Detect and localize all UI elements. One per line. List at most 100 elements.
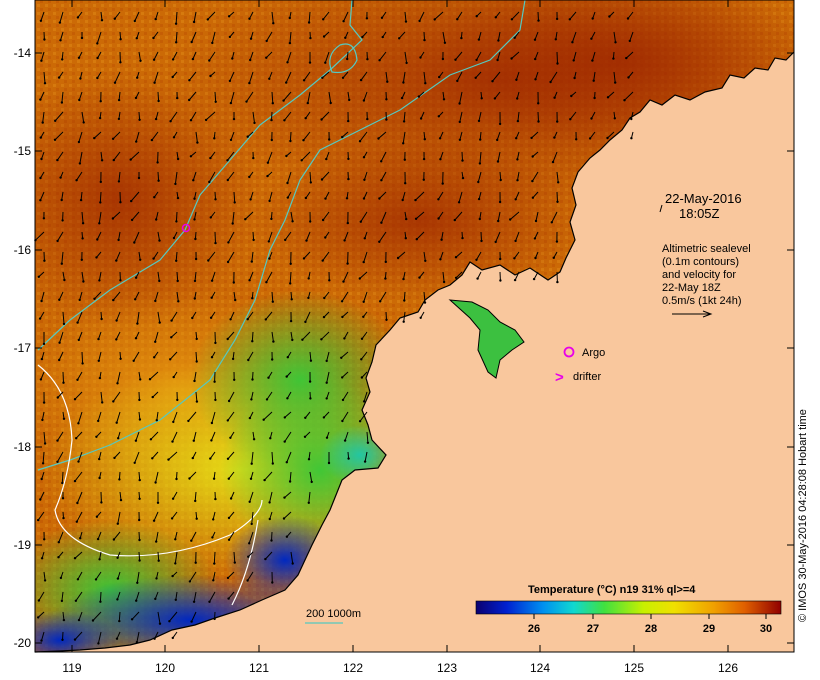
velocity-arrow [135, 131, 140, 143]
velocity-arrow [138, 51, 142, 62]
velocity-arrow [37, 511, 45, 522]
velocity-arrow [226, 171, 235, 182]
velocity-arrow [208, 591, 216, 603]
velocity-arrow [497, 31, 501, 42]
depth-legend: 200 1000m [306, 608, 361, 620]
velocity-arrow [115, 311, 121, 322]
velocity-arrow [325, 151, 330, 161]
velocity-arrow [227, 531, 235, 541]
velocity-arrow [480, 231, 483, 243]
velocity-arrow [112, 391, 121, 403]
velocity-arrow [246, 571, 254, 582]
velocity-arrow [363, 231, 368, 240]
velocity-arrow [270, 211, 273, 221]
velocity-arrow [347, 171, 350, 181]
velocity-arrow [119, 351, 122, 360]
velocity-arrow [249, 31, 254, 40]
velocity-arrow [74, 591, 83, 602]
velocity-arrow [265, 391, 273, 401]
velocity-arrow [591, 51, 596, 62]
velocity-arrow [437, 191, 444, 201]
velocity-arrow [226, 411, 235, 422]
velocity-arrow [248, 531, 254, 545]
velocity-arrow [37, 271, 45, 278]
velocity-arrow [76, 571, 83, 581]
velocity-arrow [325, 431, 330, 439]
velocity-arrow [418, 271, 425, 279]
velocity-arrow [252, 111, 256, 125]
velocity-arrow [509, 211, 520, 221]
velocity-arrow [248, 171, 254, 179]
velocity-arrow [437, 211, 444, 220]
velocity-arrow [149, 431, 159, 441]
velocity-arrow [78, 291, 83, 302]
velocity-arrow [288, 31, 292, 45]
velocity-arrow [516, 151, 520, 161]
velocity-arrow [176, 271, 179, 283]
velocity-arrow [251, 291, 254, 300]
velocity-arrow [98, 271, 102, 282]
velocity-arrow [157, 611, 162, 625]
velocity-arrow [81, 231, 84, 240]
velocity-arrow [98, 451, 102, 461]
velocity-arrow [384, 271, 387, 280]
velocity-arrow [171, 571, 178, 578]
velocity-arrow [249, 191, 254, 201]
velocity-arrow [358, 271, 368, 280]
velocity-arrow [98, 111, 102, 120]
velocity-arrow [441, 171, 444, 185]
velocity-arrow [39, 11, 45, 22]
velocity-arrow [608, 11, 615, 18]
velocity-arrow [115, 411, 121, 424]
velocity-arrow [174, 11, 178, 25]
velocity-arrow [347, 111, 350, 123]
velocity-arrow [270, 531, 273, 542]
velocity-arrow [265, 271, 273, 284]
velocity-arrow [362, 151, 368, 159]
velocity-arrow [380, 211, 387, 224]
velocity-arrow [309, 211, 312, 223]
velocity-arrow [328, 131, 331, 141]
velocity-arrow [592, 71, 596, 82]
velocity-arrow [190, 531, 197, 542]
velocity-arrow [60, 191, 64, 202]
velocity-arrow [630, 131, 634, 140]
velocity-arrow [156, 492, 160, 504]
velocity-arrow [134, 271, 140, 279]
velocity-arrow [39, 91, 45, 101]
velocity-arrow [477, 191, 482, 201]
velocity-arrow [233, 191, 236, 204]
velocity-arrow [534, 211, 539, 223]
velocity-arrow [286, 391, 292, 400]
velocity-arrow [270, 131, 273, 142]
velocity-arrow [134, 431, 140, 442]
velocity-arrow [195, 331, 198, 341]
velocity-arrow [381, 31, 387, 39]
velocity-arrow [363, 451, 368, 463]
velocity-arrow [73, 631, 83, 641]
velocity-arrow [267, 231, 273, 243]
velocity-arrow [347, 91, 351, 102]
velocity-arrow [76, 11, 83, 19]
velocity-arrow [531, 191, 539, 199]
y-tick-label: -14 [14, 46, 32, 60]
velocity-arrow [132, 351, 140, 362]
velocity-arrow [247, 351, 254, 362]
velocity-arrow [209, 211, 216, 219]
velocity-arrow [209, 71, 216, 78]
velocity-arrow [187, 411, 197, 423]
velocity-arrow [457, 191, 463, 204]
velocity-arrow [474, 71, 482, 80]
velocity-arrow [283, 431, 292, 443]
velocity-arrow [78, 91, 83, 102]
velocity-arrow [320, 171, 330, 181]
velocity-arrow [233, 291, 237, 302]
argo-legend-label: Argo [582, 347, 605, 359]
velocity-arrow [194, 491, 197, 503]
velocity-arrow [458, 111, 463, 124]
velocity-arrow [341, 391, 349, 402]
velocity-arrow [79, 191, 83, 202]
colorbar-tick-label: 26 [528, 623, 540, 635]
velocity-arrow [250, 391, 254, 401]
velocity-arrow [304, 311, 311, 324]
